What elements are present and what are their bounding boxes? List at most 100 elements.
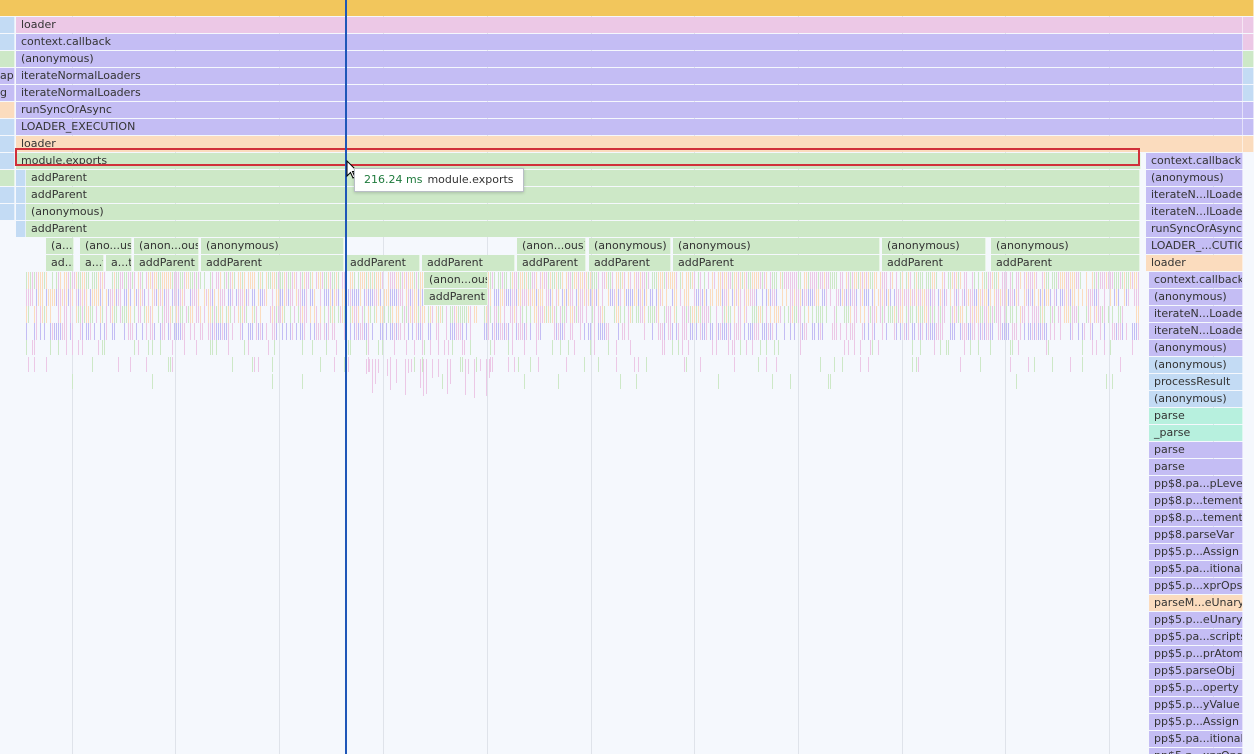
left-child-sliver[interactable] (16, 204, 26, 220)
frame-right-stack[interactable]: context.callback (1149, 272, 1243, 288)
left-child-sliver[interactable] (16, 187, 26, 203)
left-sliver-frame[interactable] (0, 170, 15, 186)
frame-runsyncorasync[interactable]: runSyncOrAsync (16, 102, 1243, 118)
frame-right-stack[interactable]: parse (1149, 442, 1243, 458)
frame-anonymous[interactable]: (anonymous) (991, 238, 1140, 254)
frame-right-stack[interactable]: processResult (1149, 374, 1243, 390)
frame-right-stack[interactable]: pp$5.pa...itional (1149, 731, 1243, 747)
frame-right-stack[interactable]: iterateN...lLoaders (1146, 187, 1243, 203)
frame-add-parent[interactable]: addParent (673, 255, 880, 271)
frame-right-stack[interactable]: pp$5.p...yValue (1149, 697, 1243, 713)
frame-anonymous[interactable]: (ano...us) (80, 238, 132, 254)
frame-anonymous[interactable]: (anon...ous) (517, 238, 586, 254)
frame-right-stack[interactable]: (anonymous) (1149, 289, 1243, 305)
frame-add-parent-stack[interactable]: (anonymous) (26, 204, 1140, 220)
frame-add-parent-stack[interactable]: addParent (26, 170, 1140, 186)
frame-right-stack[interactable]: context.callback (1146, 153, 1243, 169)
frame-right-stack[interactable]: pp$5.pa...itional (1149, 561, 1243, 577)
frame-right-stack[interactable]: iterateN...lLoaders (1146, 204, 1243, 220)
frame-right-stack[interactable]: iterateN...Loaders (1149, 323, 1243, 339)
frame-right-stack[interactable]: parse (1149, 459, 1243, 475)
frame-right-stack[interactable]: (anonymous) (1149, 357, 1243, 373)
frame-add-parent-stack[interactable]: addParent (26, 187, 1140, 203)
left-child-sliver[interactable] (16, 221, 26, 237)
call-tick (624, 289, 625, 306)
frame-iteratenormalloaders[interactable]: iterateNormalLoaders (16, 85, 1243, 101)
frame-right-stack[interactable]: (anonymous) (1149, 391, 1243, 407)
frame-add-parent[interactable]: addParent (882, 255, 986, 271)
frame-context-callback[interactable]: context.callback (16, 34, 1243, 50)
frame--anonymous-[interactable]: (anonymous) (16, 51, 1243, 67)
frame-right-stack[interactable]: runSyncOrAsync (1146, 221, 1243, 237)
left-edge-label[interactable]: g (0, 85, 15, 101)
frame-anonymous[interactable]: (anonymous) (673, 238, 880, 254)
right-edge-sliver-frame[interactable] (1243, 34, 1254, 50)
frame-right-stack[interactable]: parseM...eUnary (1149, 595, 1243, 611)
frame-loader-execution[interactable]: LOADER_EXECUTION (16, 119, 1243, 135)
frame-add-parent[interactable]: ad...t (46, 255, 74, 271)
frame-right-stack[interactable]: pp$5.p...eUnary (1149, 612, 1243, 628)
frame-add-parent[interactable]: addParent (991, 255, 1140, 271)
frame-right-stack[interactable]: pp$5.p...xprOps (1149, 748, 1243, 754)
frame-add-parent[interactable]: addParent (589, 255, 671, 271)
frame-right-stack[interactable]: iterateN...Loaders (1149, 306, 1243, 322)
frame-nested-anonymous[interactable]: (anon...ous) (424, 272, 488, 288)
left-sliver-frame[interactable] (0, 119, 15, 135)
frame-anonymous[interactable]: (anon...ous) (134, 238, 199, 254)
frame-iteratenormalloaders[interactable]: iterateNormalLoaders (16, 68, 1243, 84)
frame-loader[interactable]: loader (16, 136, 1243, 152)
frame-right-stack[interactable]: pp$5.p...operty (1149, 680, 1243, 696)
frame-anonymous[interactable]: (anonymous) (201, 238, 344, 254)
right-edge-sliver-frame[interactable] (1243, 85, 1254, 101)
left-edge-label[interactable]: ap (0, 68, 15, 84)
left-child-sliver[interactable] (16, 170, 26, 186)
frame-right-stack[interactable]: pp$8.parseVar (1149, 527, 1243, 543)
left-sliver-frame[interactable] (0, 136, 15, 152)
frame-add-parent-stack[interactable]: addParent (26, 221, 1140, 237)
frame-right-stack[interactable]: pp$5.p...prAtom (1149, 646, 1243, 662)
right-edge-sliver-frame[interactable] (1243, 136, 1254, 152)
frame-right-stack[interactable]: LOADER_...CUTION (1146, 238, 1243, 254)
frame-add-parent[interactable]: addParent (134, 255, 199, 271)
frame-right-stack[interactable]: (anonymous) (1149, 340, 1243, 356)
frame-loader[interactable]: loader (16, 17, 1243, 33)
frame-nested-add-parent[interactable]: addParent (424, 289, 488, 305)
frame-right-stack[interactable]: pp$8.p...tement (1149, 493, 1243, 509)
right-edge-sliver-frame[interactable] (1243, 102, 1254, 118)
frame-right-stack[interactable]: parse (1149, 408, 1243, 424)
frame-anonymous[interactable]: (anonymous) (589, 238, 671, 254)
frame-right-stack[interactable]: pp$5.parseObj (1149, 663, 1243, 679)
frame-right-stack[interactable]: pp$5.pa...scripts (1149, 629, 1243, 645)
left-sliver-frame[interactable] (0, 51, 15, 67)
frame-right-stack[interactable]: pp$5.p...xprOps (1149, 578, 1243, 594)
left-sliver-frame[interactable] (0, 102, 15, 118)
frame-module-exports[interactable]: module.exports (16, 153, 1141, 169)
right-edge-sliver-frame[interactable] (1243, 51, 1254, 67)
frame-add-parent[interactable]: addParent (201, 255, 344, 271)
frame-right-stack[interactable]: loader (1146, 255, 1243, 271)
frame-add-parent[interactable]: a...t (80, 255, 104, 271)
left-sliver-frame[interactable] (0, 187, 15, 203)
frame-right-stack[interactable]: _parse (1149, 425, 1243, 441)
root-frame[interactable] (0, 0, 1254, 16)
left-sliver-frame[interactable] (0, 204, 15, 220)
right-edge-sliver-frame[interactable] (1243, 68, 1254, 84)
frame-right-stack[interactable]: pp$8.p...tement (1149, 510, 1243, 526)
left-sliver-frame[interactable] (0, 153, 15, 169)
frame-anonymous[interactable]: (a...) (46, 238, 74, 254)
frame-add-parent[interactable]: addParent (517, 255, 586, 271)
frame-add-parent[interactable]: a...t (106, 255, 132, 271)
left-sliver-frame[interactable] (0, 34, 15, 50)
frame-right-stack[interactable]: pp$5.p...Assign (1149, 544, 1243, 560)
frame-right-stack[interactable]: pp$5.p...Assign (1149, 714, 1243, 730)
call-tick (72, 374, 73, 389)
frame-right-stack[interactable]: pp$8.pa...pLevel (1149, 476, 1243, 492)
right-edge-sliver-frame[interactable] (1243, 119, 1254, 135)
right-edge-sliver-frame[interactable] (1243, 17, 1254, 33)
frame-right-stack[interactable]: (anonymous) (1146, 170, 1243, 186)
frame-add-parent[interactable]: addParent (422, 255, 515, 271)
frame-anonymous[interactable]: (anonymous) (882, 238, 986, 254)
left-sliver-frame[interactable] (0, 17, 15, 33)
frame-add-parent[interactable]: addParent (345, 255, 420, 271)
